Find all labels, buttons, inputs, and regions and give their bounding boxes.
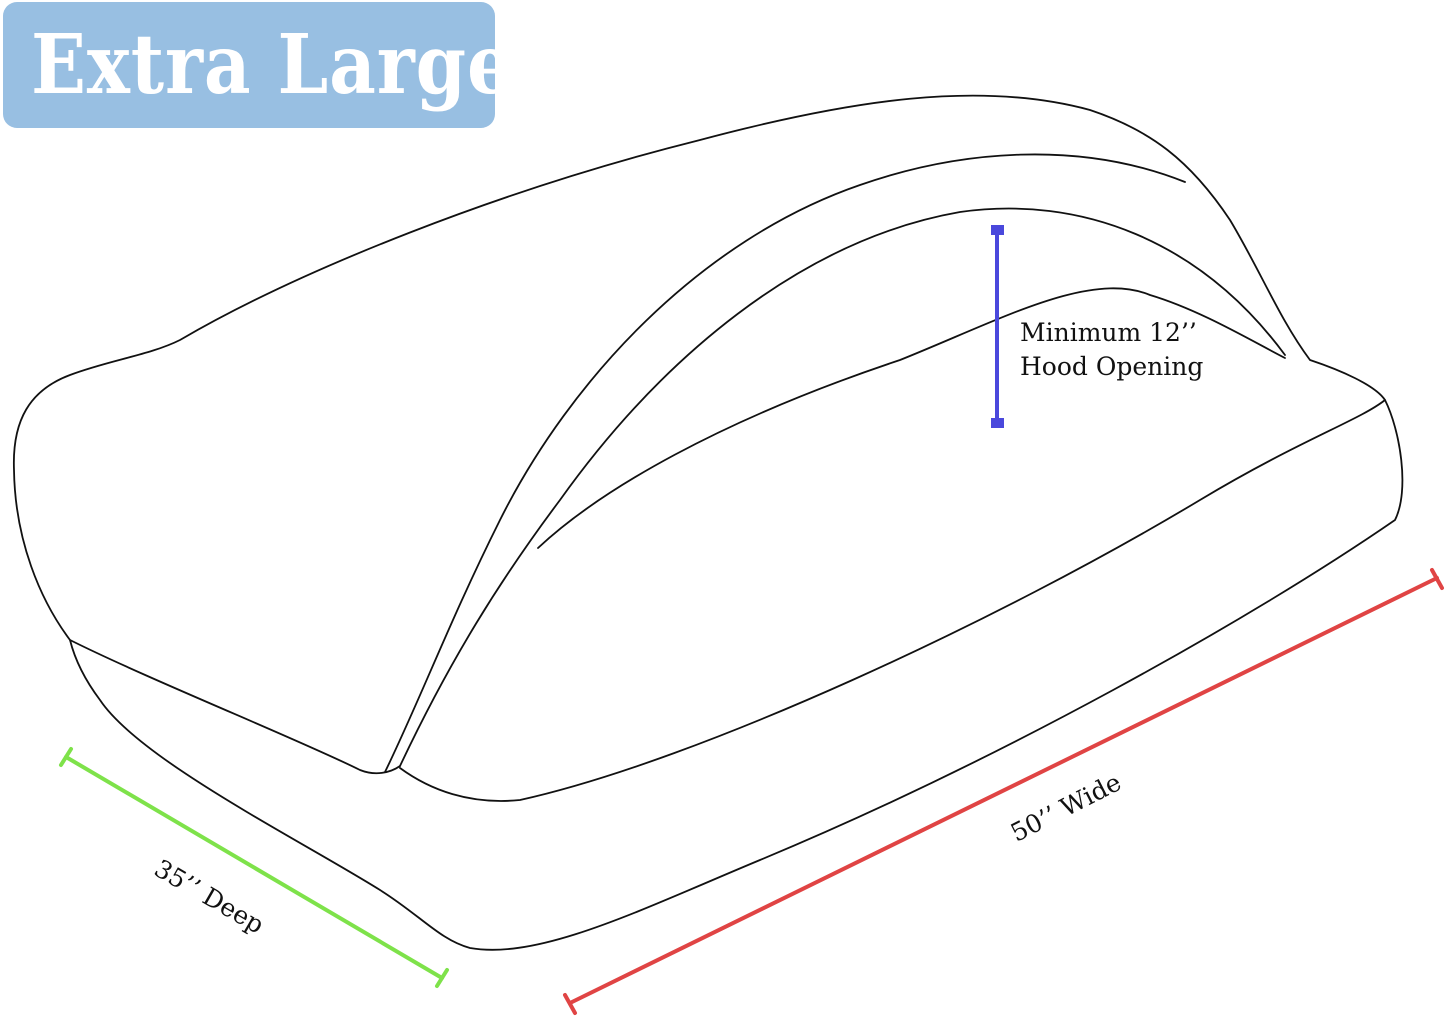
hood-opening-edge xyxy=(537,287,1286,549)
hood-opening-dimension xyxy=(991,225,1004,428)
hood-inner-arch xyxy=(399,207,1286,767)
depth-dimension-line xyxy=(59,747,449,988)
size-badge: Extra Large xyxy=(3,2,513,128)
size-badge-label: Extra Large xyxy=(31,17,514,113)
width-dimension-line xyxy=(563,568,1444,1015)
hood-opening-label-line1: Minimum 12’’ xyxy=(1020,318,1197,347)
hood-outer-arch xyxy=(384,153,1186,773)
cushion-front-edge xyxy=(399,399,1386,802)
bed-left-bottom-seam xyxy=(69,639,401,775)
bed-outer-contour xyxy=(13,94,1404,951)
hood-opening-label-line2: Hood Opening xyxy=(1020,352,1204,381)
